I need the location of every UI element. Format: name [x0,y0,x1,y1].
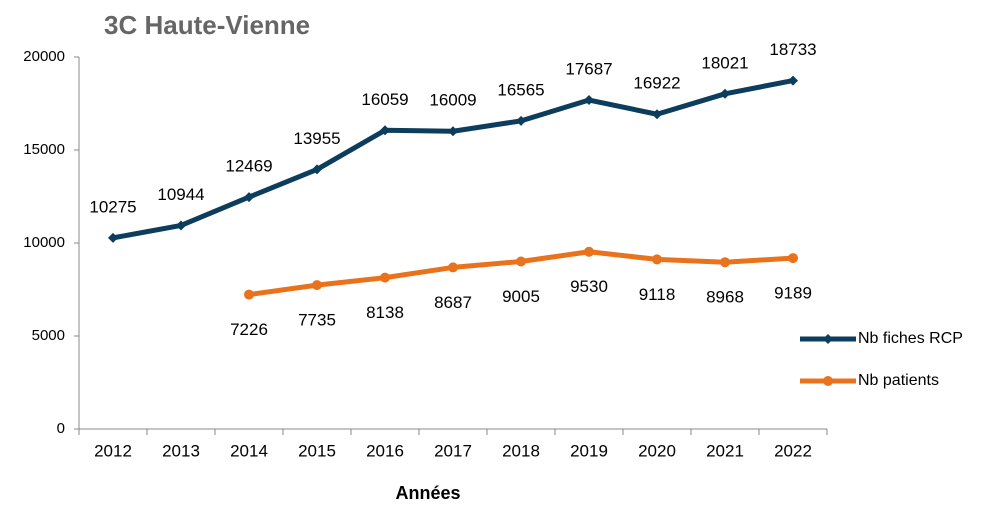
marker [584,246,594,257]
marker [652,109,662,120]
chart-title: 3C Haute-Vienne [104,10,310,40]
legend-marker [823,376,833,386]
y-tick-label: 15000 [23,141,65,158]
data-label: 7226 [230,320,268,339]
marker [312,164,322,175]
x-axis-label: Années [395,483,460,503]
marker [652,254,662,265]
legend-marker [823,334,833,344]
marker [380,125,390,136]
marker [380,272,390,283]
x-tick-label: 2018 [502,441,540,460]
x-tick-label: 2012 [94,441,132,460]
marker [788,75,798,86]
data-label: 16009 [429,91,476,110]
x-tick-label: 2016 [366,441,404,460]
y-tick-label: 0 [57,420,65,437]
x-tick-label: 2014 [230,441,268,460]
x-tick-label: 2019 [570,441,608,460]
marker [244,192,254,203]
data-label: 9530 [570,277,608,296]
data-label: 8138 [366,303,404,322]
data-label: 18733 [769,40,816,59]
data-label: 8687 [434,293,472,312]
data-label: 13955 [293,129,340,148]
x-tick-label: 2013 [162,441,200,460]
data-label: 16565 [497,80,544,99]
x-tick-label: 2021 [706,441,744,460]
data-label: 16922 [633,74,680,93]
data-label: 9005 [502,287,540,306]
legend-label: Nb fiches RCP [858,330,963,347]
data-label: 7735 [298,311,336,330]
marker [448,262,458,273]
x-tick-label: 2015 [298,441,336,460]
data-label: 18021 [701,53,748,72]
marker [516,115,526,126]
x-tick-label: 2022 [774,441,812,460]
y-tick-label: 20000 [23,48,65,65]
data-label: 9118 [639,285,676,304]
data-label: 10944 [157,185,204,204]
data-label: 17687 [565,60,612,79]
data-label: 9189 [774,284,812,303]
data-label: 10275 [89,197,136,216]
legend-label: Nb patients [858,372,939,389]
marker [244,289,254,300]
marker [788,253,798,264]
x-tick-label: 2020 [638,441,676,460]
marker [108,232,118,243]
y-tick-label: 10000 [23,234,65,251]
x-tick-label: 2017 [434,441,472,460]
data-label: 12469 [225,157,272,176]
data-label: 8968 [706,288,744,307]
marker [448,126,458,137]
marker [516,256,526,267]
marker [584,95,594,106]
marker [176,220,186,231]
data-label: 16059 [361,90,408,109]
marker [312,280,322,291]
y-tick-label: 5000 [32,327,65,344]
marker [720,257,730,268]
marker [720,88,730,99]
